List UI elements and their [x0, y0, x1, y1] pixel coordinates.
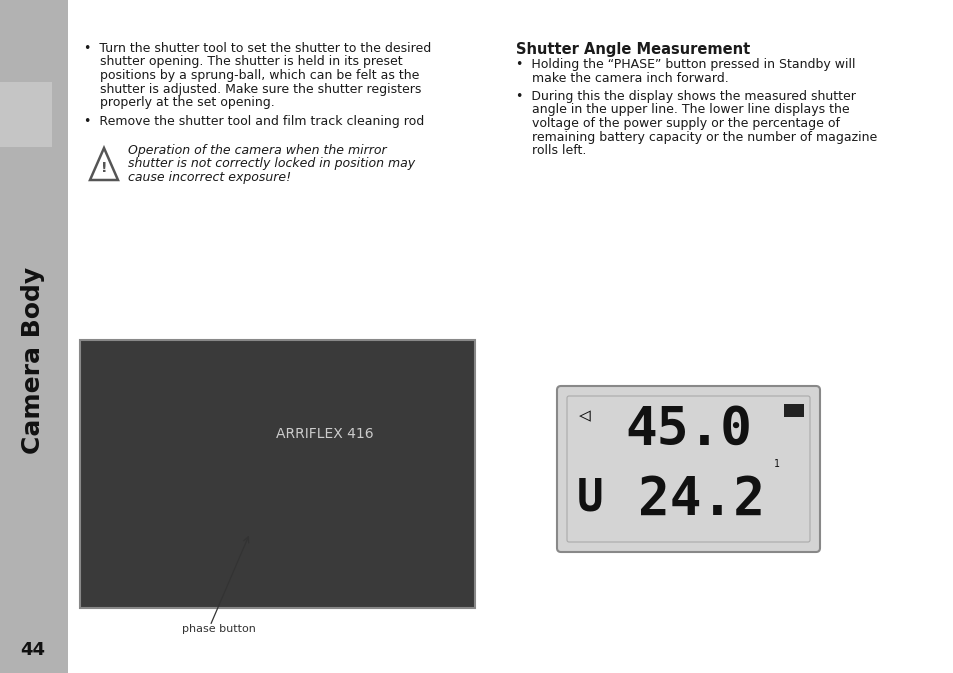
- Text: 1: 1: [773, 459, 779, 469]
- Text: rolls left.: rolls left.: [516, 144, 586, 157]
- Text: •  Remove the shutter tool and film track cleaning rod: • Remove the shutter tool and film track…: [84, 114, 424, 127]
- FancyBboxPatch shape: [566, 396, 809, 542]
- Text: shutter opening. The shutter is held in its preset: shutter opening. The shutter is held in …: [84, 55, 402, 69]
- Text: remaining battery capacity or the number of magazine: remaining battery capacity or the number…: [516, 131, 877, 143]
- Text: Operation of the camera when the mirror: Operation of the camera when the mirror: [128, 144, 386, 157]
- Text: Camera Body: Camera Body: [21, 267, 45, 454]
- Text: 24.2: 24.2: [638, 474, 764, 526]
- FancyBboxPatch shape: [557, 386, 820, 552]
- Bar: [0, 0, 68, 673]
- Text: •  During this the display shows the measured shutter: • During this the display shows the meas…: [516, 90, 855, 103]
- Text: phase button: phase button: [182, 624, 255, 634]
- Text: angle in the upper line. The lower line displays the: angle in the upper line. The lower line …: [516, 104, 849, 116]
- Text: make the camera inch forward.: make the camera inch forward.: [516, 71, 728, 85]
- Text: ARRIFLEX 416: ARRIFLEX 416: [275, 427, 374, 441]
- Text: Shutter Angle Measurement: Shutter Angle Measurement: [516, 42, 749, 57]
- Text: !: !: [101, 161, 107, 175]
- Text: shutter is not correctly locked in position may: shutter is not correctly locked in posit…: [128, 157, 415, 170]
- Text: •  Holding the “PHASE” button pressed in Standby will: • Holding the “PHASE” button pressed in …: [516, 58, 855, 71]
- Bar: [783, 404, 803, 417]
- Bar: [80, 340, 475, 608]
- Text: shutter is adjusted. Make sure the shutter registers: shutter is adjusted. Make sure the shutt…: [84, 83, 421, 96]
- Text: U: U: [577, 477, 603, 520]
- Bar: [0, 82, 52, 147]
- Text: •  Turn the shutter tool to set the shutter to the desired: • Turn the shutter tool to set the shutt…: [84, 42, 431, 55]
- Text: 45.0: 45.0: [624, 404, 751, 456]
- Text: 44: 44: [20, 641, 46, 659]
- Text: cause incorrect exposure!: cause incorrect exposure!: [128, 171, 291, 184]
- Text: positions by a sprung-ball, which can be felt as the: positions by a sprung-ball, which can be…: [84, 69, 419, 82]
- Text: properly at the set opening.: properly at the set opening.: [84, 96, 274, 109]
- Text: voltage of the power supply or the percentage of: voltage of the power supply or the perce…: [516, 117, 840, 130]
- Text: ◁: ◁: [578, 406, 590, 425]
